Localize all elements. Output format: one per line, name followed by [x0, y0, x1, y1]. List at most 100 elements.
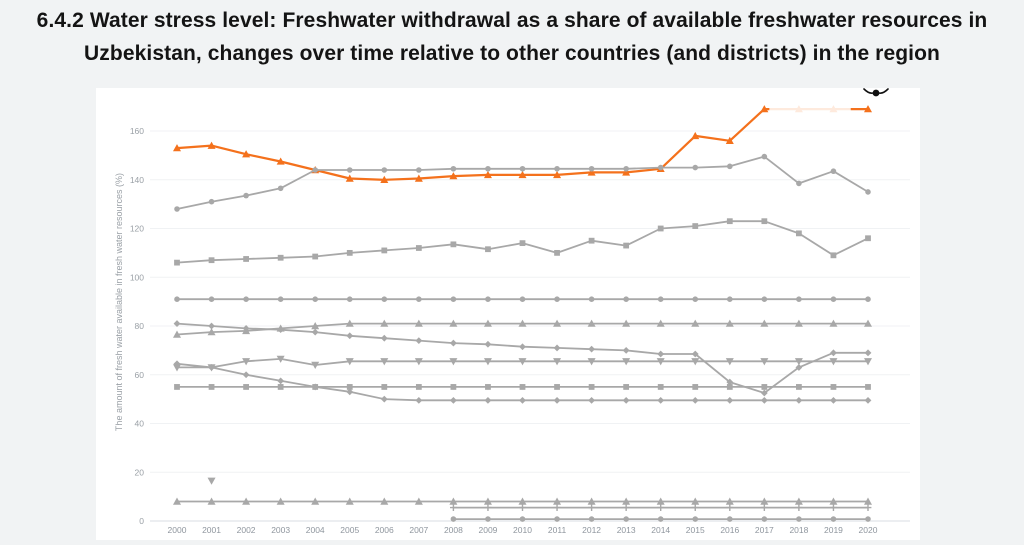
x-tick-label: 2001	[202, 525, 221, 535]
series-gray-diamond-declining-point	[277, 326, 285, 334]
series-gray-square-mid-110-point	[415, 245, 422, 251]
series-gray-square-flat-55-point	[726, 384, 733, 390]
series-gray-diamond-to-50-point	[657, 396, 665, 404]
series-gray-circle-flat-91-point	[727, 296, 733, 302]
series-gray-circle-rising-145-point	[243, 192, 249, 199]
series-highlighted-country-orange-point	[276, 157, 285, 165]
x-tick-label: 2003	[271, 525, 290, 535]
series-highlighted-country-orange-point	[483, 170, 492, 179]
y-tick-label: 120	[130, 224, 144, 234]
series-gray-circle-rising-145-point	[519, 165, 526, 172]
series-gray-circle-rising-145-point	[208, 198, 215, 205]
series-gray-tridown-flat-65-point	[794, 358, 803, 366]
series-gray-triangle-flat-81-point	[864, 319, 872, 327]
series-gray-circle-flat-91-point	[381, 296, 388, 302]
series-gray-square-mid-110-point	[796, 230, 802, 237]
series-gray-square-mid-110-point	[692, 223, 699, 229]
series-gray-triangle-flat-81-point	[380, 319, 389, 327]
series-gray-diamond-declining-point	[795, 364, 803, 371]
series-gray-diamond-to-50-point	[519, 396, 526, 404]
series-highlighted-country-orange-point	[725, 136, 734, 144]
x-tick-label: 2013	[617, 525, 636, 535]
series-gray-plus-flat-5-point	[553, 504, 561, 511]
series-gray-diamond-declining-point	[208, 322, 215, 330]
series-gray-triangle-flat-81-point	[173, 330, 181, 338]
series-gray-triangle-flat-81-point	[760, 319, 769, 327]
series-gray-circle-rising-145-point	[692, 164, 699, 171]
series-gray-tridown-flat-65-point	[518, 358, 527, 366]
series-gray-circle-flat-1-point	[761, 516, 768, 522]
series-highlighted-country-orange-point	[760, 105, 769, 113]
series-gray-triangle-flat-8-point	[414, 497, 423, 505]
series-gray-triangle-flat-8-point	[276, 497, 285, 505]
series-gray-triangle-flat-8-point	[207, 497, 216, 505]
series-gray-triangle-flat-8-point	[380, 497, 389, 505]
series-gray-diamond-declining-point	[622, 346, 630, 354]
series-gray-circle-flat-1	[450, 516, 871, 522]
series-gray-circle-flat-91-point	[865, 296, 871, 302]
series-gray-circle-rising-145-point	[865, 189, 871, 195]
series-highlighted-country-orange-point	[587, 168, 596, 176]
series-gray-circle-flat-1-point	[865, 516, 871, 522]
series-gray-triangle-flat-81-point	[794, 319, 803, 327]
series-gray-square-flat-55-point	[865, 384, 871, 390]
series-gray-circle-rising-145-point	[554, 165, 560, 172]
series-gray-circle-rising-145-point	[416, 167, 422, 173]
series-gray-square-mid-110-point	[761, 218, 768, 225]
series-gray-plus-flat-5-point	[622, 504, 630, 511]
series-gray-diamond-declining-point	[450, 339, 457, 347]
series-gray-circle-flat-91-point	[346, 296, 353, 302]
series-gray-diamond-to-50-point	[346, 388, 354, 396]
series-gray-plus-flat-5-point	[519, 504, 526, 511]
series-gray-tridown-flat-65-point	[345, 358, 354, 366]
series-gray-tridown-flat-65-point	[829, 358, 838, 366]
series-gray-circle-flat-1-point	[692, 516, 699, 522]
series-gray-diamond-to-50-point	[484, 396, 492, 404]
series-gray-square-mid-110-point	[450, 241, 457, 248]
x-tick-label: 2015	[686, 525, 705, 535]
y-tick-label: 20	[135, 467, 145, 477]
series-gray-circle-rising-145-point	[727, 163, 733, 170]
series-gray-circle-flat-91-point	[554, 296, 560, 302]
series-gray-circle-flat-91-point	[416, 296, 422, 302]
series-gray-triangle-flat-8-point	[691, 497, 700, 505]
series-gray-plus-flat-5-point	[588, 504, 595, 511]
series-gray-triangle-flat-8-point	[345, 497, 354, 505]
series-gray-plus-flat-5-point	[726, 504, 734, 511]
x-tick-label: 2019	[824, 525, 843, 535]
series-gray-square-flat-55-point	[519, 384, 526, 390]
series-gray-circle-flat-1-point	[623, 516, 629, 522]
chart-menu-icon[interactable]	[863, 88, 889, 97]
x-tick-label: 2020	[859, 525, 878, 535]
series-gray-tridown-flat-65-point	[725, 358, 734, 366]
series-gray-diamond-to-50-point	[242, 371, 250, 379]
series-gray-circle-rising-145-point	[277, 185, 284, 192]
chart-title: 6.4.2 Water stress level: Freshwater wit…	[0, 0, 1024, 88]
series-gray-diamond-declining-point	[726, 378, 734, 386]
series-gray-square-mid-110-point	[726, 218, 733, 225]
series-gray-circle-flat-91-point	[830, 296, 837, 302]
series-gray-triangle-flat-81-point	[483, 319, 492, 327]
series-gray-tridown-flat-65	[173, 355, 872, 372]
series-highlighted-country-orange-point	[518, 170, 527, 179]
series-gray-triangle-flat-8-point	[622, 497, 631, 505]
series-gray-tridown-flat-65-point	[276, 355, 285, 363]
series-gray-circle-rising-145-point	[588, 165, 595, 172]
series-gray-circle-flat-91	[174, 296, 871, 302]
series-gray-triangle-flat-8-point	[483, 497, 492, 505]
series-gray-square-flat-55-point	[554, 384, 560, 390]
series-gray-triangle-flat-81-point	[622, 319, 631, 327]
series-gray-diamond-to-50-point	[450, 396, 457, 404]
series-gray-square-flat-55-point	[381, 384, 388, 390]
series-gray-triangle-flat-81	[173, 319, 872, 338]
series-highlighted-country-orange-point	[449, 172, 458, 180]
y-tick-label: 160	[130, 126, 144, 136]
series-gray-tridown-flat-65-point	[414, 358, 423, 366]
series-gray-square-mid-110-point	[830, 252, 837, 259]
series-gray-tridown-flat-65-point	[622, 358, 631, 366]
series-gray-square-flat-55-point	[657, 384, 664, 390]
series-gray-circle-flat-1-point	[796, 516, 802, 522]
series-gray-circle-rising-145-point	[174, 206, 180, 212]
series-gray-triangle-flat-8-point	[173, 497, 181, 505]
